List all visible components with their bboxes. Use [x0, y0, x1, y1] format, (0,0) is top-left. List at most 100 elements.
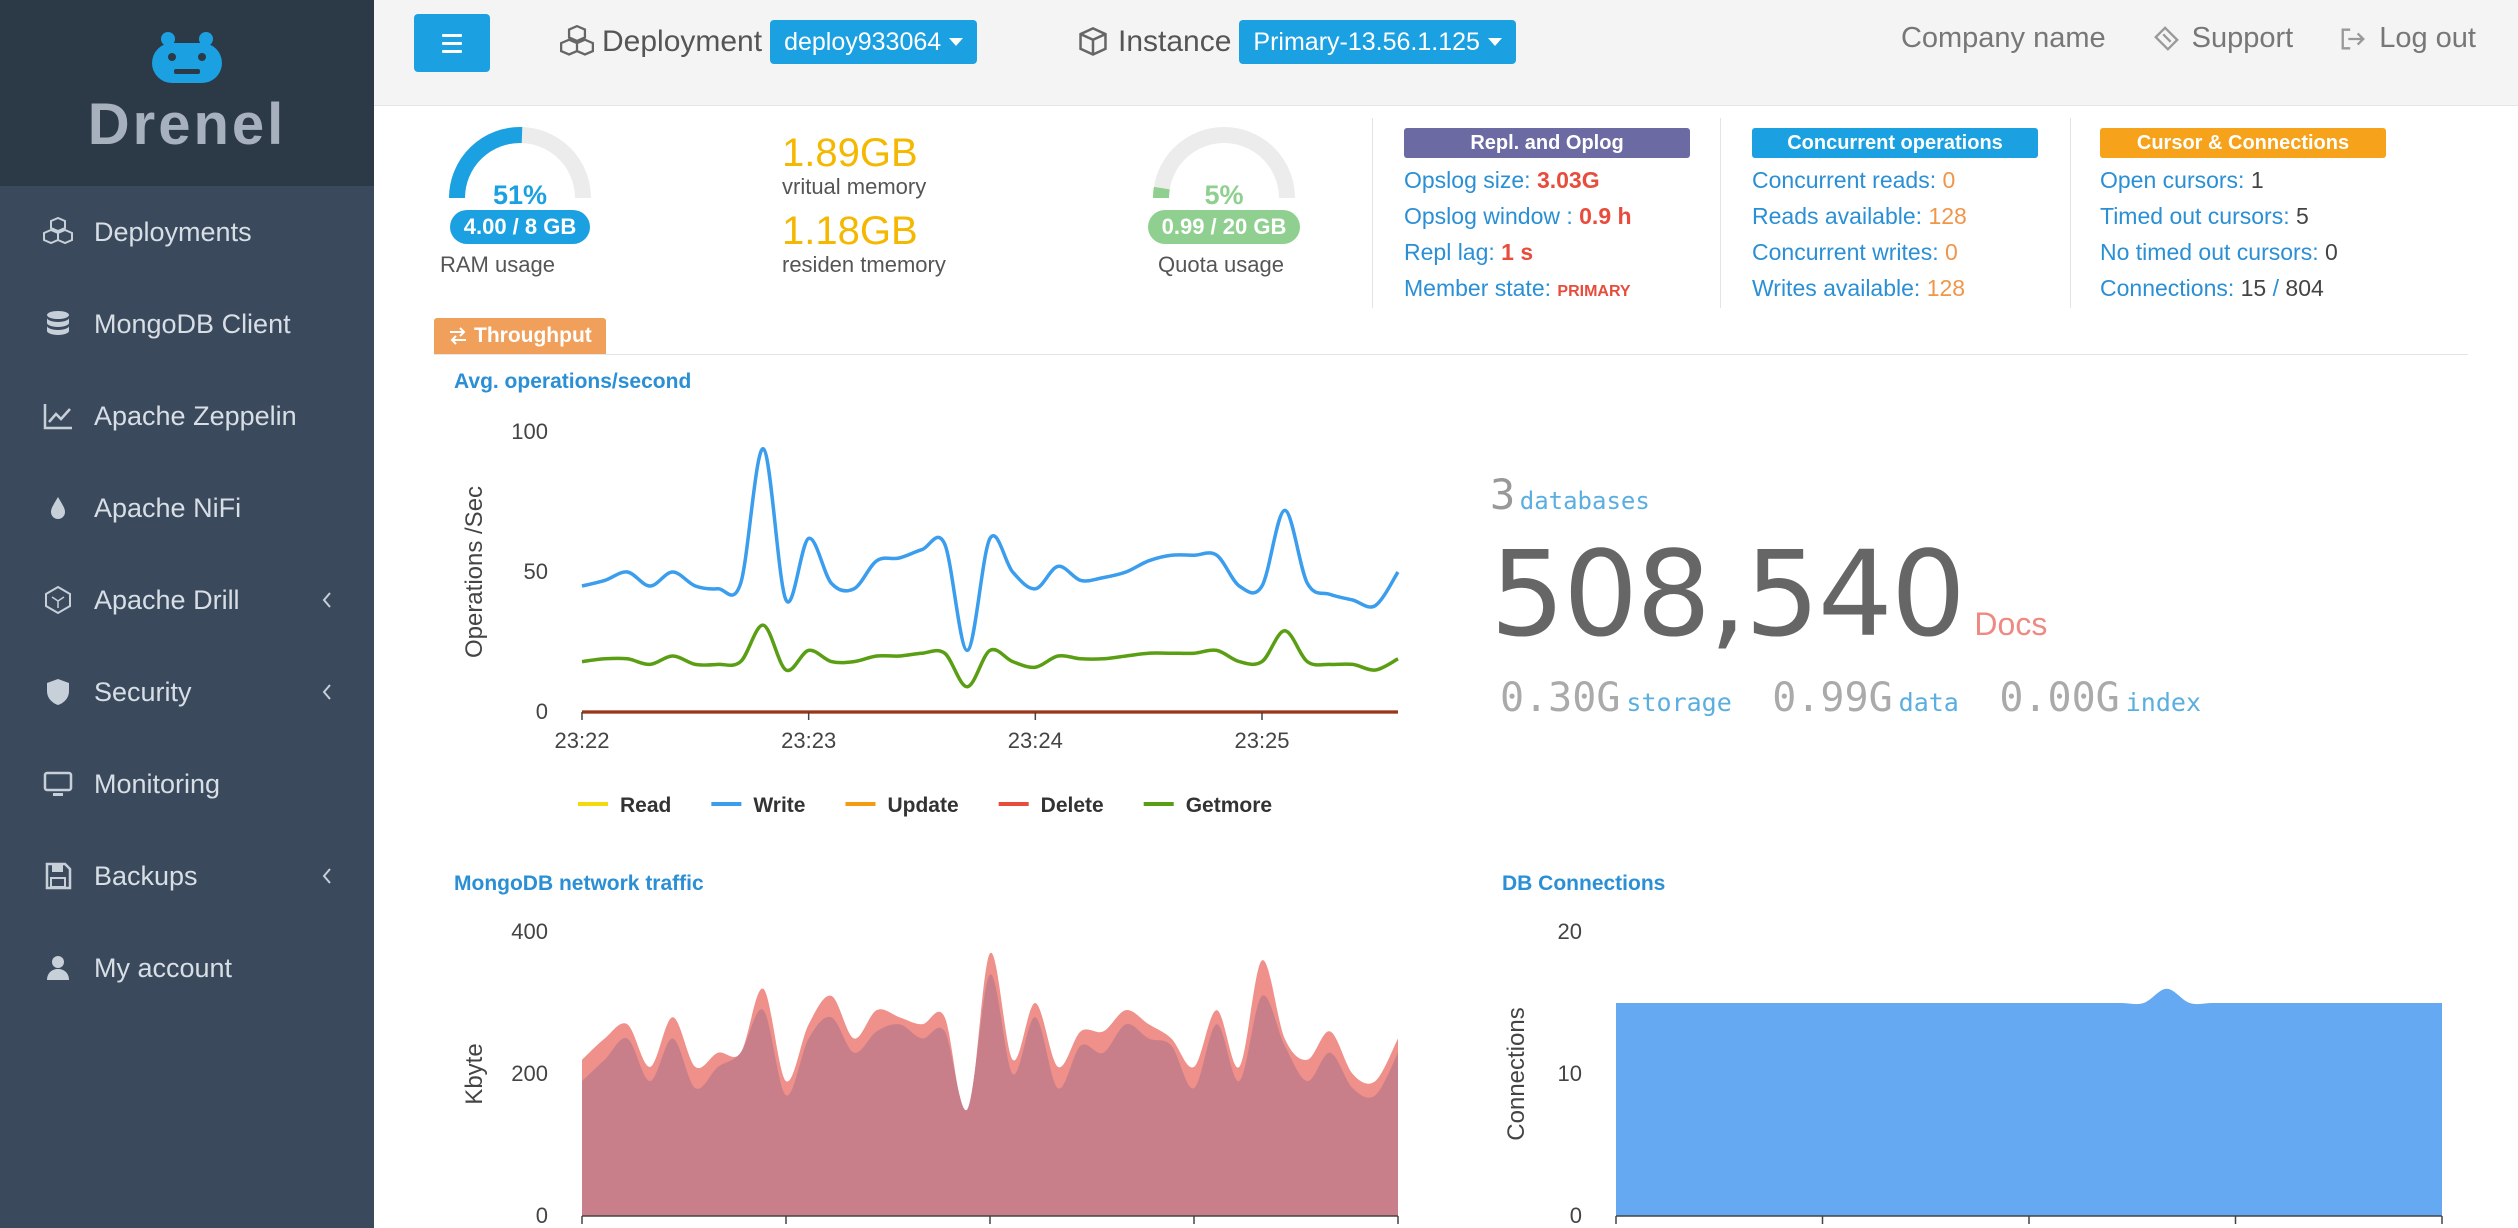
quota-gauge-arc: [1153, 127, 1295, 199]
y-axis-label: Operations /Sec: [461, 486, 488, 658]
ram-percent: 51%: [492, 180, 548, 210]
concurrent-writes-row: Concurrent writes: 0: [1752, 239, 1958, 265]
ram-label: RAM usage: [440, 252, 555, 277]
sidebar-item-label: MongoDB Client: [94, 308, 291, 339]
divider: [1372, 118, 1373, 308]
sidebar-item-my-account[interactable]: My account: [0, 922, 374, 1014]
y-tick-label: 200: [511, 1061, 548, 1086]
y-axis-label: Connections: [1503, 1007, 1530, 1140]
instance-label: Instance: [1118, 25, 1232, 58]
sidebar-item-backups[interactable]: Backups: [0, 830, 374, 922]
sidebar-item-apache-drill[interactable]: Apache Drill: [0, 554, 374, 646]
deployment-selector: Deployment deploy933064: [560, 18, 978, 66]
floppy-icon: [42, 860, 74, 892]
logout-link[interactable]: Log out: [2339, 22, 2476, 55]
sidebar-item-label: Deployments: [94, 216, 252, 247]
sidebar-item-label: Security: [94, 676, 192, 707]
shield-icon: [42, 676, 74, 708]
x-tick-label: 23:23: [781, 728, 836, 753]
x-tick-label: 23:25: [1234, 728, 1289, 753]
instance-dropdown[interactable]: Primary-13.56.1.125: [1239, 20, 1516, 64]
header-links: Company name Support Log out: [1901, 22, 2476, 55]
sign-out-icon: [2341, 28, 2366, 49]
throughput-tab[interactable]: Throughput: [434, 318, 606, 354]
legend-item-delete[interactable]: Delete: [998, 794, 1104, 817]
db-summary: 3 databases 508,540 Docs 0.30G storage 0.…: [1490, 470, 2237, 721]
oplog-window-row: Opslog window : 0.9 h: [1404, 203, 1632, 229]
sidebar-item-apache-zeppelin[interactable]: Apache Zeppelin: [0, 370, 374, 462]
oplog-size-row: Opslog size: 3.03G: [1404, 167, 1600, 193]
divider: [1720, 118, 1721, 308]
cursor-connections-panel: Cursor & Connections Open cursors: 1 Tim…: [2100, 128, 2386, 306]
sidebar-item-mongodb-client[interactable]: MongoDB Client: [0, 278, 374, 370]
sidebar-item-monitoring[interactable]: Monitoring: [0, 738, 374, 830]
legend-label: Read: [620, 794, 671, 817]
sidebar-item-security[interactable]: Security: [0, 646, 374, 738]
connections-row: Connections: 15 / 804: [2100, 275, 2324, 301]
storage-value: 0.30G: [1500, 675, 1621, 721]
concurrent-ops-panel: Concurrent operations Concurrent reads: …: [1752, 128, 2038, 306]
member-state-value: PRIMARY: [1557, 283, 1631, 300]
sidebar-item-label: My account: [94, 952, 233, 983]
quota-pill: 0.99 / 20 GB: [1147, 210, 1301, 244]
concurrent-writes-value: 0: [1945, 239, 1958, 265]
repl-lag-value: 1 s: [1501, 239, 1534, 265]
open-cursors-row: Open cursors: 1: [2100, 167, 2264, 193]
memory-stats: 1.89GB vritual memory 1.18GB residen tme…: [782, 132, 946, 278]
sidebar-item-label: Apache Drill: [94, 584, 240, 615]
index-value: 0.00G: [1999, 675, 2120, 721]
y-tick-label: 400: [511, 919, 548, 944]
company-name: Company name: [1900, 22, 2106, 54]
ram-gauge: 51% 4.00 / 8 GB RAM usage: [430, 116, 610, 278]
sidebar-item-apache-nifi[interactable]: Apache NiFi: [0, 462, 374, 554]
docs-label: Docs: [1974, 606, 2048, 642]
series-line-getmore: [581, 623, 1399, 689]
legend-item-getmore[interactable]: Getmore: [1143, 794, 1272, 817]
menu-toggle-button[interactable]: [414, 14, 490, 72]
instance-value: Primary-13.56.1.125: [1253, 27, 1480, 56]
legend-item-write[interactable]: Write: [711, 794, 805, 817]
virtual-memory-label: vritual memory: [782, 174, 927, 199]
sidebar-item-label: Monitoring: [94, 768, 221, 799]
concurrent-ops-title: Concurrent operations: [1752, 128, 2038, 158]
docs-count: 508,540: [1490, 525, 1966, 663]
logout-label: Log out: [2379, 22, 2476, 54]
brand[interactable]: Drenel: [0, 0, 374, 186]
y-tick-label: 0: [536, 1203, 548, 1228]
no-timed-out-cursors-value: 0: [2324, 239, 2338, 265]
repl-oplog-panel: Repl. and Oplog Opslog size: 3.03G Opslo…: [1404, 128, 1690, 310]
sidebar: Drenel Deployments MongoDB Client Apache…: [0, 0, 374, 1228]
ops-chart-title: Avg. operations/second: [454, 370, 692, 393]
quota-label: Quota usage: [1158, 252, 1284, 277]
sidebar-item-deployments[interactable]: Deployments: [0, 186, 374, 278]
net-chart: 0 200 400 Kbyte: [461, 919, 1399, 1228]
timed-out-cursors-value: 5: [2295, 203, 2309, 229]
reads-available-value: 128: [1928, 203, 1967, 229]
support-link[interactable]: Support: [2152, 22, 2293, 55]
series-line-write: [581, 447, 1400, 653]
stats-row: 51% 4.00 / 8 GB RAM usage 1.89GB vritual…: [374, 106, 2518, 356]
no-timed-out-cursors-row: No timed out cursors: 0: [2100, 239, 2338, 265]
legend-item-read[interactable]: Read: [578, 794, 671, 817]
divider: [2070, 118, 2071, 308]
oplog-window-value: 0.9 h: [1579, 203, 1632, 229]
db-count: 3: [1490, 470, 1516, 519]
line-chart-icon: [42, 400, 74, 432]
caret-down-icon: [949, 38, 964, 46]
conn-chart-title: DB Connections: [1502, 872, 1666, 895]
y-tick-label: 0: [536, 699, 548, 724]
menu-bar-icon: [442, 33, 462, 37]
deployment-dropdown[interactable]: deploy933064: [770, 20, 978, 64]
ticket-icon: [2153, 25, 2179, 51]
data-value: 0.99G: [1772, 675, 1893, 721]
cube-icon: [1079, 27, 1107, 56]
instance-selector: Instance Primary-13.56.1.125: [1076, 18, 1516, 66]
oplog-size-value: 3.03G: [1536, 167, 1600, 193]
cursor-connections-title: Cursor & Connections: [2100, 128, 2386, 158]
sidebar-item-label: Apache Zeppelin: [94, 400, 297, 431]
legend-item-update[interactable]: Update: [845, 794, 959, 817]
top-header: Deployment deploy933064 Instance Primary…: [374, 0, 2518, 106]
throughput-label: Throughput: [474, 324, 592, 347]
company-name-link[interactable]: Company name: [1901, 22, 2106, 55]
open-cursors-value: 1: [2250, 167, 2264, 193]
